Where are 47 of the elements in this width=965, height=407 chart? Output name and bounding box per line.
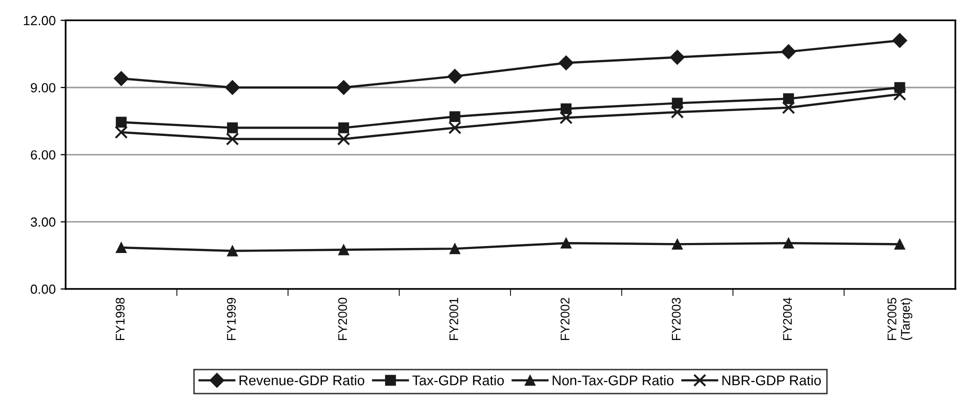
point xyxy=(337,132,350,146)
legend-label: Non-Tax-GDP Ratio xyxy=(552,375,674,386)
point xyxy=(560,103,572,114)
point xyxy=(892,33,908,48)
y-tick-label: 12.00 xyxy=(24,16,56,26)
legend-label: Revenue-GDP Ratio xyxy=(240,375,364,386)
point xyxy=(114,126,128,139)
y-tick-label: 3.00 xyxy=(30,217,56,227)
point xyxy=(448,121,462,134)
x-tick-label: FY2000 xyxy=(338,298,348,340)
x-tick-label: FY1998 xyxy=(116,298,125,340)
x-tick-label: FY1999 xyxy=(226,298,236,340)
legend-label: Tax-GDP Ratio xyxy=(412,375,504,386)
point xyxy=(672,238,683,250)
point xyxy=(670,106,684,119)
point xyxy=(783,238,794,248)
point xyxy=(894,238,906,250)
y-tick-label: 6.00 xyxy=(30,150,56,160)
point xyxy=(560,238,572,248)
point xyxy=(449,243,460,254)
point xyxy=(338,122,350,134)
point xyxy=(781,44,796,60)
point xyxy=(449,111,460,122)
legend-label: NBR-GDP Ratio xyxy=(722,375,821,386)
point xyxy=(227,246,238,256)
point xyxy=(782,101,796,114)
point xyxy=(447,68,462,84)
point xyxy=(226,132,239,146)
point xyxy=(227,122,238,134)
point xyxy=(893,88,906,101)
point xyxy=(783,93,794,104)
x-tick-label: FY2004 xyxy=(783,298,792,340)
x-tick-label: FY2002 xyxy=(560,298,570,340)
point xyxy=(225,80,240,95)
point xyxy=(560,111,573,124)
y-tick-label: 9.00 xyxy=(30,83,56,92)
y-tick-label: 0.00 xyxy=(30,284,56,294)
point xyxy=(338,244,350,256)
x-tick-label: FY2001 xyxy=(449,298,458,340)
point xyxy=(336,80,352,95)
point xyxy=(670,50,685,65)
point xyxy=(116,116,127,128)
point xyxy=(116,242,127,253)
point xyxy=(114,71,129,86)
x-tick-label: FY2003 xyxy=(672,298,681,340)
x-tick-label: FY2005 (Target) xyxy=(888,298,912,340)
point xyxy=(558,55,574,70)
